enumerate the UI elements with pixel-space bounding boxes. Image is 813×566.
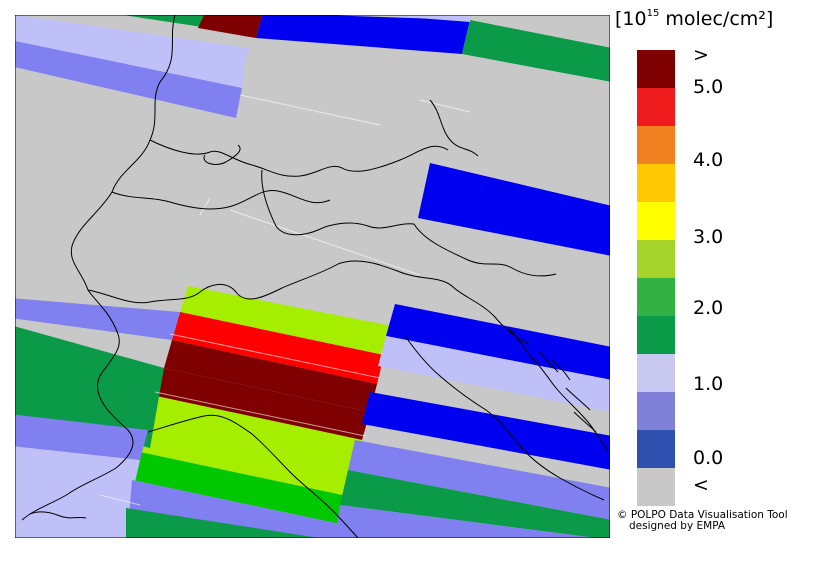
swath-band <box>386 304 610 380</box>
swath-band <box>256 15 470 54</box>
credit-line-1: © POLPO Data Visualisation Tool <box>617 509 788 521</box>
swath-band <box>15 326 164 448</box>
credit-line-2: designed by EMPA <box>629 520 726 532</box>
swath-band <box>15 446 140 504</box>
legend-swatch <box>637 126 675 164</box>
swath-band <box>180 286 392 355</box>
legend-swatch <box>637 392 675 430</box>
legend-swatch <box>637 240 675 278</box>
legend-swatch <box>637 50 675 88</box>
swath-band <box>126 508 320 538</box>
swath-band <box>132 452 347 524</box>
legend-swatch <box>637 88 675 126</box>
legend-swatch <box>637 354 675 392</box>
swath-band <box>15 30 245 88</box>
swath-band <box>380 15 470 22</box>
legend-swatch <box>637 430 675 468</box>
swath-band <box>15 41 242 118</box>
legend-swatch <box>637 316 675 354</box>
legend-tick-label: > <box>693 44 709 66</box>
swath-band <box>348 440 610 520</box>
legend-tick-label: 4.0 <box>693 149 724 171</box>
legend-tick-label: 0.0 <box>693 447 724 469</box>
legend-swatch <box>637 202 675 240</box>
legend-title: [1015 molec/cm²] <box>615 7 774 30</box>
swath-band <box>140 424 355 496</box>
swath-band <box>335 505 597 538</box>
legend-tick-label: 3.0 <box>693 226 724 248</box>
swath-band <box>198 15 263 38</box>
legend-tick-label: < <box>693 474 709 496</box>
legend-swatch <box>637 278 675 316</box>
legend-swatch <box>637 164 675 202</box>
swath-band <box>15 298 180 340</box>
legend-tick-label: 1.0 <box>693 373 724 395</box>
swath-band <box>172 312 384 384</box>
swath-band <box>340 470 610 538</box>
swath-band <box>378 336 610 412</box>
legend-tick-label: 2.0 <box>693 297 724 319</box>
country-borders <box>21 15 609 538</box>
legend-tick-label: 5.0 <box>693 76 724 98</box>
swath-band <box>462 20 610 82</box>
swath-band <box>15 15 250 60</box>
swath-band <box>164 340 377 412</box>
swath-band <box>15 414 148 460</box>
swath-band <box>362 392 610 470</box>
swath-band <box>156 368 370 440</box>
swath-band <box>418 163 610 256</box>
credit-text: © POLPO Data Visualisation Tool designed… <box>617 510 788 532</box>
swath-band <box>15 484 130 538</box>
swath-band <box>148 396 362 468</box>
legend-swatch <box>637 468 675 506</box>
swath-seams <box>99 94 471 506</box>
